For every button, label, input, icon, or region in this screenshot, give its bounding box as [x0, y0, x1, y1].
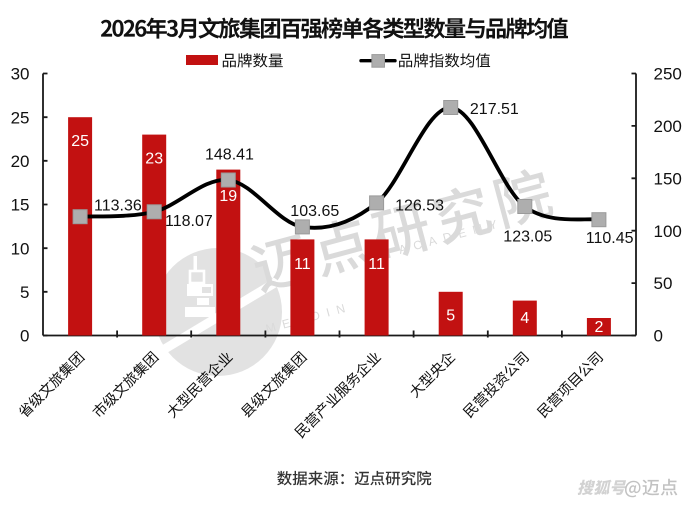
svg-text:0: 0	[654, 327, 663, 346]
svg-text:113.36: 113.36	[94, 197, 142, 214]
svg-text:2: 2	[594, 319, 603, 336]
svg-text:10: 10	[11, 239, 30, 258]
svg-text:100: 100	[654, 222, 682, 241]
svg-text:4: 4	[520, 310, 529, 327]
svg-text:5: 5	[446, 308, 455, 325]
svg-text:19: 19	[219, 188, 237, 205]
svg-text:11: 11	[368, 256, 385, 273]
svg-text:200: 200	[654, 117, 682, 136]
svg-text:5: 5	[20, 283, 29, 302]
svg-text:118.07: 118.07	[165, 213, 213, 230]
svg-text:103.65: 103.65	[290, 203, 339, 220]
svg-text:217.51: 217.51	[470, 101, 519, 118]
svg-text:150: 150	[654, 169, 682, 188]
svg-text:50: 50	[654, 274, 673, 293]
svg-text:148.41: 148.41	[205, 147, 254, 164]
svg-text:30: 30	[11, 65, 30, 84]
svg-text:110.45: 110.45	[586, 230, 634, 247]
svg-text:20: 20	[11, 152, 30, 171]
svg-text:123.05: 123.05	[503, 229, 552, 246]
svg-text:11: 11	[294, 256, 311, 273]
svg-text:23: 23	[145, 150, 163, 167]
svg-text:25: 25	[71, 133, 89, 150]
svg-text:15: 15	[11, 196, 30, 215]
svg-text:0: 0	[20, 327, 29, 346]
svg-text:126.53: 126.53	[395, 198, 444, 215]
svg-text:250: 250	[654, 65, 682, 84]
svg-text:25: 25	[11, 108, 30, 127]
